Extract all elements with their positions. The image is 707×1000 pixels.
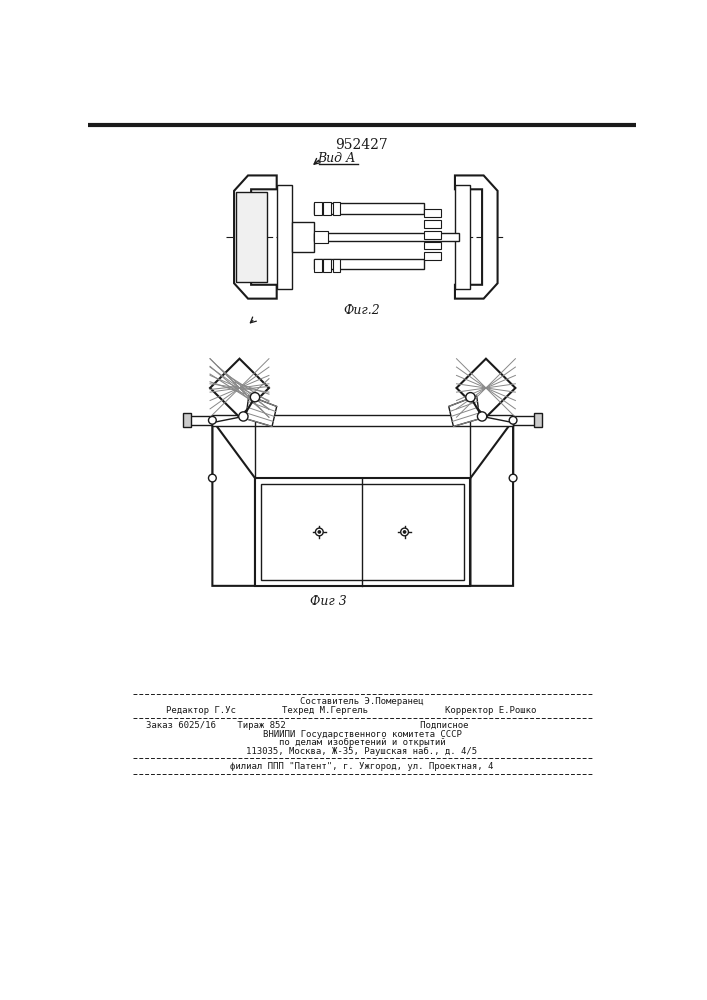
Bar [424,242,441,249]
Text: 113035, Москва, Ж-35, Раушская наб., д. 4/5: 113035, Москва, Ж-35, Раушская наб., д. … [246,747,477,756]
Bar [513,416,535,425]
Circle shape [509,474,517,482]
Bar [314,203,424,214]
Circle shape [239,412,248,421]
Bar [183,413,191,427]
Bar [424,209,441,217]
Text: 952427: 952427 [336,138,388,152]
Polygon shape [457,359,515,417]
Bar [314,202,322,215]
Bar [455,185,470,289]
Text: ВНИИПИ Государственного комитета СССР: ВНИИПИ Государственного комитета СССР [262,730,462,739]
Circle shape [250,393,259,402]
Bar [255,478,470,586]
Bar [261,484,464,580]
Bar [276,185,292,289]
Bar [323,202,331,215]
Polygon shape [234,175,276,299]
Circle shape [466,393,475,402]
Bar [323,259,331,272]
Bar [314,259,322,272]
Circle shape [401,528,409,536]
Bar [189,416,212,425]
Polygon shape [455,175,498,299]
Circle shape [509,416,517,424]
Text: Фиг.2: Фиг.2 [344,304,380,317]
Bar [534,413,542,427]
Bar [314,233,459,241]
Bar [424,252,441,260]
Bar [332,259,340,272]
Circle shape [209,416,216,424]
Text: филиал ППП "Патент", г. Ужгород, ул. Проектная, 4: филиал ППП "Патент", г. Ужгород, ул. Про… [230,762,493,771]
Polygon shape [212,420,255,586]
Circle shape [315,528,323,536]
Polygon shape [246,396,276,426]
Bar [332,202,340,215]
Text: Техред М.Гергель: Техред М.Гергель [282,706,368,715]
Text: Редактор Г.Ус: Редактор Г.Ус [166,706,235,715]
Circle shape [318,531,320,533]
Polygon shape [470,420,513,586]
Text: по делам изобретений и открытий: по делам изобретений и открытий [279,738,445,747]
Bar [292,222,314,252]
Bar [212,415,513,426]
Polygon shape [210,359,269,417]
Text: Корректор Е.Рошко: Корректор Е.Рошко [445,706,536,715]
Bar [235,192,267,282]
Text: Составитель Э.Померанец: Составитель Э.Померанец [300,697,423,706]
Circle shape [209,474,216,482]
Circle shape [477,412,486,421]
Bar [314,231,328,243]
Bar [314,259,424,269]
Polygon shape [449,396,480,426]
Bar [424,220,441,228]
Bar [424,231,441,239]
Text: Вид А: Вид А [317,152,356,165]
Text: Заказ 6025/16    Тираж 852                         Подписное: Заказ 6025/16 Тираж 852 Подписное [146,721,469,730]
Text: Фиг 3: Фиг 3 [310,595,347,608]
Circle shape [404,531,406,533]
